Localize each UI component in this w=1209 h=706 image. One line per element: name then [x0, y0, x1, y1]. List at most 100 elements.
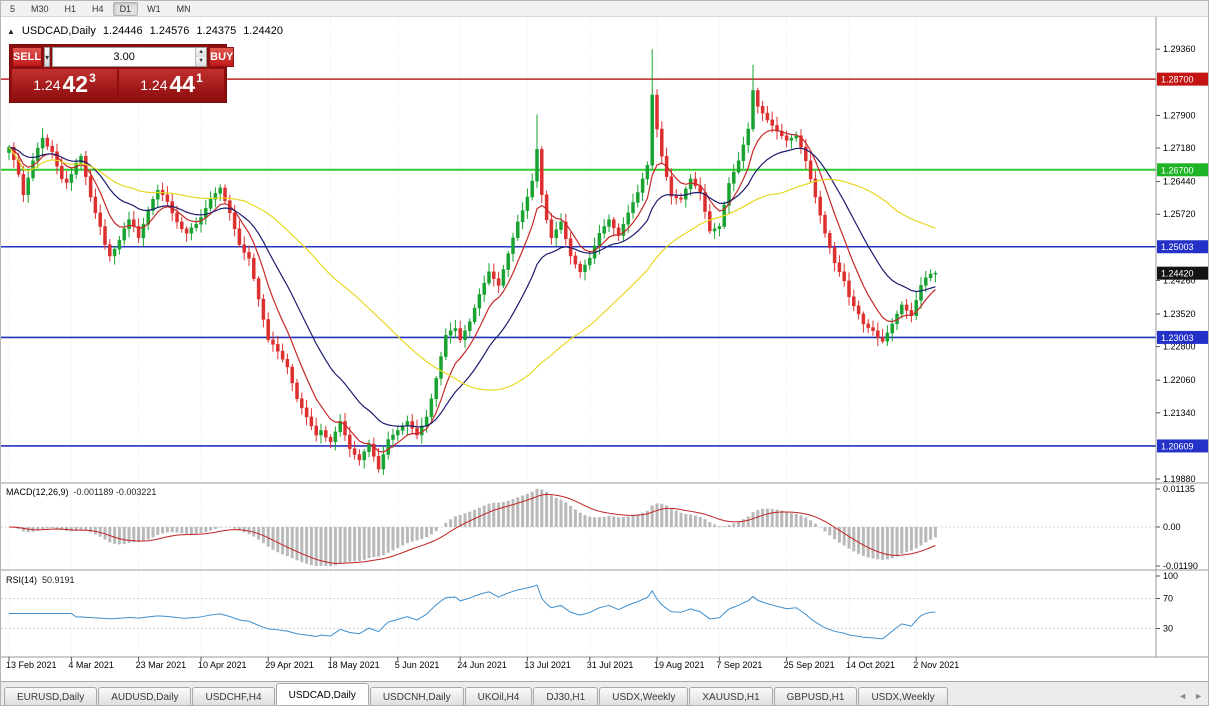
one-click-panel-toggle-icon[interactable]: ▲	[7, 26, 15, 36]
date-axis[interactable]: 13 Feb 2021 4 Mar 2021 23 Mar 2021 10 Apr 2…	[6, 657, 959, 670]
svg-text:1.23520: 1.23520	[1163, 309, 1196, 319]
svg-text:1.24260: 1.24260	[1163, 275, 1196, 285]
macd-indicator-label: MACD(12,26,9) -0.001189 -0.003221	[6, 487, 156, 497]
svg-text:5 Jun 2021: 5 Jun 2021	[395, 660, 440, 670]
svg-text:1.29360: 1.29360	[1163, 44, 1196, 54]
sell-price-pips: 42	[62, 71, 89, 97]
svg-text:1.25720: 1.25720	[1163, 209, 1196, 219]
period-button-D1[interactable]: D1	[112, 1, 139, 16]
svg-text:7 Sep 2021: 7 Sep 2021	[716, 660, 762, 670]
chart-tab-GBPUSD-H1-9[interactable]: GBPUSD,H1	[773, 687, 858, 705]
moving-average-lines	[8, 129, 936, 453]
period-button-H1[interactable]: H1	[64, 3, 77, 14]
svg-text:-0.01190: -0.01190	[1163, 561, 1198, 571]
svg-text:1.22800: 1.22800	[1163, 342, 1196, 352]
period-button-5[interactable]: 5	[10, 3, 16, 14]
svg-text:31 Jul 2021: 31 Jul 2021	[587, 660, 634, 670]
horizontal-level-lines[interactable]	[1, 78, 1156, 447]
svg-text:1.24420: 1.24420	[1161, 269, 1194, 279]
chart-tabs: EURUSD,Daily AUDUSD,Daily USDCHF,H4 USDCAD,…	[4, 682, 949, 705]
sell-button[interactable]: SELL	[12, 47, 43, 67]
rsi-name: RSI(14)	[6, 575, 38, 585]
candlestick-series	[7, 49, 938, 475]
period-button-MN[interactable]: MN	[176, 3, 191, 14]
chevron-down-icon: ▾	[45, 52, 50, 62]
sell-price-display[interactable]: 1.24 42 3	[12, 69, 117, 100]
chart-tab-bar: EURUSD,Daily AUDUSD,Daily USDCHF,H4 USDCAD,…	[1, 681, 1208, 705]
chart-title: ▲ USDCAD,Daily 1.24446 1.24576 1.24375 1…	[7, 25, 283, 37]
chart-tab-USDX-Weekly-10[interactable]: USDX,Weekly	[858, 687, 948, 705]
chart-tab-USDX-Weekly-7[interactable]: USDX,Weekly	[599, 687, 689, 705]
buy-price-pips: 44	[169, 71, 196, 97]
svg-text:0.00: 0.00	[1163, 522, 1181, 532]
svg-text:13 Feb 2021: 13 Feb 2021	[6, 660, 57, 670]
svg-text:100: 100	[1163, 571, 1178, 581]
svg-text:0.01135: 0.01135	[1163, 484, 1195, 494]
chart-tab-AUDUSD-Daily-1[interactable]: AUDUSD,Daily	[98, 687, 192, 705]
svg-text:29 Apr 2021: 29 Apr 2021	[265, 660, 314, 670]
svg-text:10 Apr 2021: 10 Apr 2021	[198, 660, 247, 670]
chart-tab-USDCHF-H4-2[interactable]: USDCHF,H4	[192, 687, 275, 705]
svg-text:25 Sep 2021: 25 Sep 2021	[784, 660, 835, 670]
period-button-H4[interactable]: H4	[92, 3, 104, 14]
svg-text:2 Nov 2021: 2 Nov 2021	[913, 660, 959, 670]
svg-text:1.22060: 1.22060	[1163, 375, 1196, 385]
chart-tab-DJ30-H1-6[interactable]: DJ30,H1	[533, 687, 599, 705]
tabs-scroll-left-icon[interactable]: ◄	[1178, 691, 1188, 701]
ohlc-open: 1.24446	[102, 25, 143, 37]
sell-price-fraction: 3	[89, 70, 96, 85]
chart-tab-XAUUSD-H1-8[interactable]: XAUUSD,H1	[689, 687, 773, 705]
macd-name: MACD(12,26,9)	[6, 487, 69, 497]
svg-text:18 May 2021: 18 May 2021	[328, 660, 380, 670]
volume-spinner: ▲ ▼	[195, 48, 207, 66]
svg-text:1.27900: 1.27900	[1163, 110, 1196, 120]
volume-dropdown-button[interactable]: ▾	[44, 47, 51, 67]
period-button-M30[interactable]: M30	[31, 3, 49, 14]
volume-increase-button[interactable]: ▲	[196, 48, 207, 57]
rsi-indicator-label: RSI(14) 50.9191	[6, 575, 75, 585]
svg-text:1.25003: 1.25003	[1161, 242, 1194, 252]
volume-input[interactable]	[53, 48, 196, 66]
svg-text:13 Jul 2021: 13 Jul 2021	[524, 660, 571, 670]
volume-decrease-button[interactable]: ▼	[196, 57, 207, 66]
sell-price-main: 1.24	[33, 76, 61, 93]
svg-text:30: 30	[1163, 624, 1173, 634]
tab-navigation: ◄ ►	[1178, 691, 1203, 701]
svg-text:1.26700: 1.26700	[1161, 165, 1194, 175]
chart-plot[interactable]: 1.293601.279001.271801.264401.257201.242…	[1, 17, 1209, 681]
chart-symbol-period: USDCAD,Daily	[21, 25, 96, 37]
chart-tab-USDCNH-Daily-4[interactable]: USDCNH,Daily	[369, 687, 464, 705]
rsi-value: 50.9191	[42, 575, 75, 585]
chart-tab-UKOil-H4-5[interactable]: UKOil,H4	[464, 687, 533, 705]
chart-tab-USDCAD-Daily-3[interactable]: USDCAD,Daily	[275, 683, 369, 705]
buy-price-main: 1.24	[140, 76, 168, 93]
svg-text:1.26440: 1.26440	[1163, 177, 1196, 187]
ohlc-low: 1.24375	[196, 25, 237, 37]
svg-text:24 Jun 2021: 24 Jun 2021	[457, 660, 507, 670]
svg-text:70: 70	[1163, 594, 1173, 604]
buy-price-display[interactable]: 1.24 44 1	[119, 69, 224, 100]
svg-text:4 Mar 2021: 4 Mar 2021	[68, 660, 114, 670]
svg-text:23 Mar 2021: 23 Mar 2021	[136, 660, 187, 670]
rsi-pane	[1, 584, 1156, 640]
svg-text:1.28700: 1.28700	[1161, 75, 1194, 85]
buy-price-fraction: 1	[196, 70, 203, 85]
ohlc-high: 1.24576	[149, 25, 190, 37]
tabs-scroll-right-icon[interactable]: ►	[1194, 691, 1203, 701]
chart-region: 1.29360 1.27900 1.27180 1.26440 1.25720 1.242…	[1, 17, 1208, 681]
pane-separators[interactable]	[1, 17, 1209, 658]
svg-text:1.19880: 1.19880	[1163, 474, 1196, 484]
volume-field: ▲ ▼	[52, 47, 208, 67]
svg-text:1.20609: 1.20609	[1161, 441, 1194, 451]
chart-tab-EURUSD-Daily-0[interactable]: EURUSD,Daily	[4, 687, 98, 705]
price-axis[interactable]: 1.29360 1.27900 1.27180 1.26440 1.25720 1.242…	[1156, 44, 1209, 634]
buy-button[interactable]: BUY	[209, 47, 235, 67]
svg-text:14 Oct 2021: 14 Oct 2021	[846, 660, 895, 670]
svg-text:1.27180: 1.27180	[1163, 143, 1196, 153]
period-toolbar: 5 M30 H1 H4 D1 W1 MN	[1, 1, 1208, 17]
period-button-W1[interactable]: W1	[147, 3, 161, 14]
ohlc-close: 1.24420	[243, 25, 283, 37]
svg-text:19 Aug 2021: 19 Aug 2021	[654, 660, 705, 670]
